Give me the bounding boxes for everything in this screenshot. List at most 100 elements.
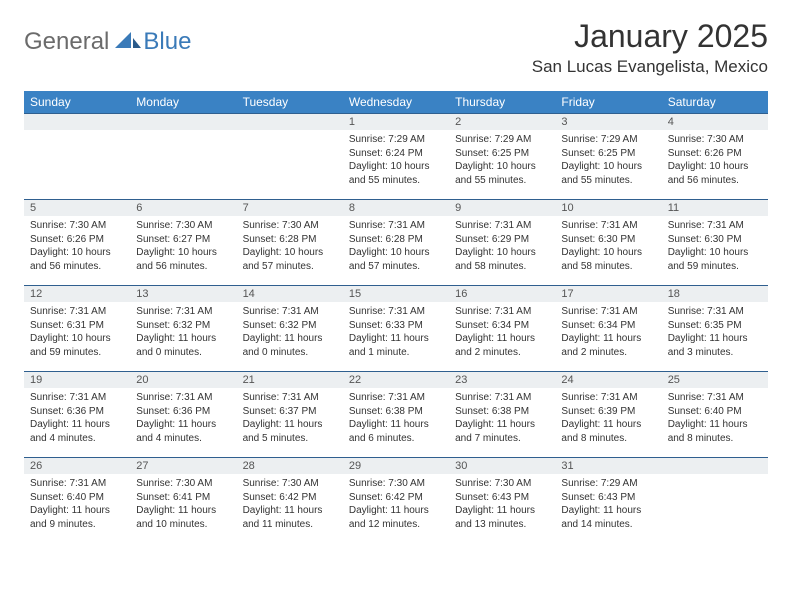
day-details: Sunrise: 7:31 AMSunset: 6:38 PMDaylight:… <box>449 388 555 449</box>
calendar-week-row: 1Sunrise: 7:29 AMSunset: 6:24 PMDaylight… <box>24 113 768 199</box>
day-number: 15 <box>343 285 449 302</box>
day-details: Sunrise: 7:31 AMSunset: 6:32 PMDaylight:… <box>130 302 236 363</box>
location-subtitle: San Lucas Evangelista, Mexico <box>532 57 768 77</box>
day-details: Sunrise: 7:31 AMSunset: 6:28 PMDaylight:… <box>343 216 449 277</box>
day-details: Sunrise: 7:31 AMSunset: 6:33 PMDaylight:… <box>343 302 449 363</box>
title-block: January 2025 San Lucas Evangelista, Mexi… <box>532 18 768 77</box>
day-details: Sunrise: 7:30 AMSunset: 6:26 PMDaylight:… <box>24 216 130 277</box>
calendar-day-cell: 24Sunrise: 7:31 AMSunset: 6:39 PMDayligh… <box>555 371 661 457</box>
calendar-day-cell: 25Sunrise: 7:31 AMSunset: 6:40 PMDayligh… <box>662 371 768 457</box>
calendar-day-cell: 26Sunrise: 7:31 AMSunset: 6:40 PMDayligh… <box>24 457 130 543</box>
day-number: 31 <box>555 457 661 474</box>
calendar-day-cell: 22Sunrise: 7:31 AMSunset: 6:38 PMDayligh… <box>343 371 449 457</box>
weekday-header: Tuesday <box>237 91 343 113</box>
weekday-header: Thursday <box>449 91 555 113</box>
day-details: Sunrise: 7:31 AMSunset: 6:37 PMDaylight:… <box>237 388 343 449</box>
calendar-day-cell <box>130 113 236 199</box>
calendar-day-cell: 3Sunrise: 7:29 AMSunset: 6:25 PMDaylight… <box>555 113 661 199</box>
day-details: Sunrise: 7:31 AMSunset: 6:34 PMDaylight:… <box>449 302 555 363</box>
day-number: 19 <box>24 371 130 388</box>
day-details: Sunrise: 7:29 AMSunset: 6:24 PMDaylight:… <box>343 130 449 191</box>
calendar-day-cell: 31Sunrise: 7:29 AMSunset: 6:43 PMDayligh… <box>555 457 661 543</box>
brand-logo: General Blue <box>24 18 191 56</box>
day-number: 3 <box>555 113 661 130</box>
day-details: Sunrise: 7:31 AMSunset: 6:29 PMDaylight:… <box>449 216 555 277</box>
calendar-day-cell: 10Sunrise: 7:31 AMSunset: 6:30 PMDayligh… <box>555 199 661 285</box>
day-details: Sunrise: 7:29 AMSunset: 6:25 PMDaylight:… <box>449 130 555 191</box>
day-number: 11 <box>662 199 768 216</box>
calendar-day-cell: 2Sunrise: 7:29 AMSunset: 6:25 PMDaylight… <box>449 113 555 199</box>
calendar-day-cell: 12Sunrise: 7:31 AMSunset: 6:31 PMDayligh… <box>24 285 130 371</box>
day-number: 18 <box>662 285 768 302</box>
calendar-body: 1Sunrise: 7:29 AMSunset: 6:24 PMDaylight… <box>24 113 768 543</box>
day-number: 23 <box>449 371 555 388</box>
weekday-header: Monday <box>130 91 236 113</box>
calendar-day-cell: 17Sunrise: 7:31 AMSunset: 6:34 PMDayligh… <box>555 285 661 371</box>
weekday-header: Sunday <box>24 91 130 113</box>
calendar-day-cell: 6Sunrise: 7:30 AMSunset: 6:27 PMDaylight… <box>130 199 236 285</box>
day-number: 20 <box>130 371 236 388</box>
day-details: Sunrise: 7:29 AMSunset: 6:43 PMDaylight:… <box>555 474 661 535</box>
day-details: Sunrise: 7:30 AMSunset: 6:42 PMDaylight:… <box>237 474 343 535</box>
brand-sail-icon <box>115 30 141 55</box>
day-number: 26 <box>24 457 130 474</box>
calendar-day-cell: 16Sunrise: 7:31 AMSunset: 6:34 PMDayligh… <box>449 285 555 371</box>
day-number: 13 <box>130 285 236 302</box>
day-details: Sunrise: 7:30 AMSunset: 6:43 PMDaylight:… <box>449 474 555 535</box>
day-number: 12 <box>24 285 130 302</box>
day-details: Sunrise: 7:30 AMSunset: 6:27 PMDaylight:… <box>130 216 236 277</box>
calendar-week-row: 5Sunrise: 7:30 AMSunset: 6:26 PMDaylight… <box>24 199 768 285</box>
brand-text-blue: Blue <box>143 28 191 56</box>
calendar-day-cell: 27Sunrise: 7:30 AMSunset: 6:41 PMDayligh… <box>130 457 236 543</box>
calendar-week-row: 19Sunrise: 7:31 AMSunset: 6:36 PMDayligh… <box>24 371 768 457</box>
calendar-day-cell: 8Sunrise: 7:31 AMSunset: 6:28 PMDaylight… <box>343 199 449 285</box>
day-details: Sunrise: 7:31 AMSunset: 6:30 PMDaylight:… <box>662 216 768 277</box>
calendar-day-cell <box>24 113 130 199</box>
calendar-day-cell: 11Sunrise: 7:31 AMSunset: 6:30 PMDayligh… <box>662 199 768 285</box>
day-number: 1 <box>343 113 449 130</box>
day-details: Sunrise: 7:31 AMSunset: 6:36 PMDaylight:… <box>130 388 236 449</box>
calendar-day-cell <box>662 457 768 543</box>
day-number: 17 <box>555 285 661 302</box>
day-number: 29 <box>343 457 449 474</box>
calendar-day-cell: 21Sunrise: 7:31 AMSunset: 6:37 PMDayligh… <box>237 371 343 457</box>
day-number: 21 <box>237 371 343 388</box>
calendar-day-cell: 14Sunrise: 7:31 AMSunset: 6:32 PMDayligh… <box>237 285 343 371</box>
day-details: Sunrise: 7:30 AMSunset: 6:28 PMDaylight:… <box>237 216 343 277</box>
day-details: Sunrise: 7:31 AMSunset: 6:40 PMDaylight:… <box>24 474 130 535</box>
calendar-day-cell: 19Sunrise: 7:31 AMSunset: 6:36 PMDayligh… <box>24 371 130 457</box>
day-details: Sunrise: 7:31 AMSunset: 6:38 PMDaylight:… <box>343 388 449 449</box>
day-number: 27 <box>130 457 236 474</box>
calendar-day-cell: 28Sunrise: 7:30 AMSunset: 6:42 PMDayligh… <box>237 457 343 543</box>
month-title: January 2025 <box>532 18 768 55</box>
weekday-header: Wednesday <box>343 91 449 113</box>
day-number: 4 <box>662 113 768 130</box>
calendar-day-cell <box>237 113 343 199</box>
day-details: Sunrise: 7:31 AMSunset: 6:35 PMDaylight:… <box>662 302 768 363</box>
calendar-week-row: 26Sunrise: 7:31 AMSunset: 6:40 PMDayligh… <box>24 457 768 543</box>
day-details: Sunrise: 7:31 AMSunset: 6:39 PMDaylight:… <box>555 388 661 449</box>
day-number: 6 <box>130 199 236 216</box>
day-details: Sunrise: 7:30 AMSunset: 6:41 PMDaylight:… <box>130 474 236 535</box>
day-number: 7 <box>237 199 343 216</box>
day-number: 25 <box>662 371 768 388</box>
calendar-day-cell: 7Sunrise: 7:30 AMSunset: 6:28 PMDaylight… <box>237 199 343 285</box>
day-details: Sunrise: 7:31 AMSunset: 6:40 PMDaylight:… <box>662 388 768 449</box>
calendar-day-cell: 4Sunrise: 7:30 AMSunset: 6:26 PMDaylight… <box>662 113 768 199</box>
calendar-day-cell: 20Sunrise: 7:31 AMSunset: 6:36 PMDayligh… <box>130 371 236 457</box>
weekday-header: Friday <box>555 91 661 113</box>
calendar-day-cell: 18Sunrise: 7:31 AMSunset: 6:35 PMDayligh… <box>662 285 768 371</box>
page-header: General Blue January 2025 San Lucas Evan… <box>24 18 768 77</box>
day-number: 5 <box>24 199 130 216</box>
day-number: 28 <box>237 457 343 474</box>
calendar-day-cell: 9Sunrise: 7:31 AMSunset: 6:29 PMDaylight… <box>449 199 555 285</box>
calendar-week-row: 12Sunrise: 7:31 AMSunset: 6:31 PMDayligh… <box>24 285 768 371</box>
day-number: 16 <box>449 285 555 302</box>
calendar-day-cell: 23Sunrise: 7:31 AMSunset: 6:38 PMDayligh… <box>449 371 555 457</box>
calendar-day-cell: 1Sunrise: 7:29 AMSunset: 6:24 PMDaylight… <box>343 113 449 199</box>
day-details: Sunrise: 7:31 AMSunset: 6:30 PMDaylight:… <box>555 216 661 277</box>
day-details: Sunrise: 7:30 AMSunset: 6:42 PMDaylight:… <box>343 474 449 535</box>
calendar-day-cell: 5Sunrise: 7:30 AMSunset: 6:26 PMDaylight… <box>24 199 130 285</box>
day-details: Sunrise: 7:31 AMSunset: 6:34 PMDaylight:… <box>555 302 661 363</box>
day-number: 10 <box>555 199 661 216</box>
